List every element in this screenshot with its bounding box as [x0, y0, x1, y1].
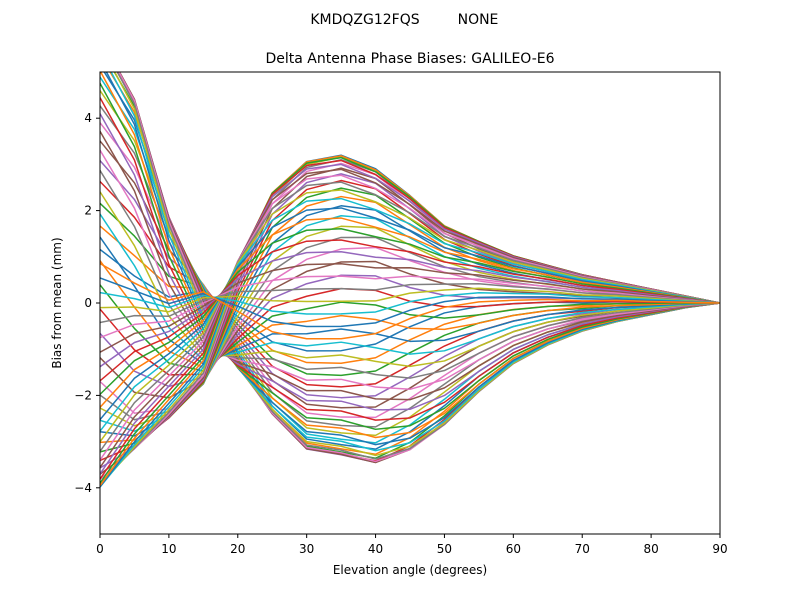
x-tick-label: 30: [299, 542, 314, 556]
x-tick-label: 80: [643, 542, 658, 556]
series-layer: [100, 72, 720, 488]
suptitle-station: KMDQZG12FQS: [310, 12, 419, 28]
series-line: [100, 97, 720, 421]
y-tick-label: −2: [74, 388, 92, 402]
series-line: [100, 250, 720, 368]
x-tick-label: 60: [506, 542, 521, 556]
series-line: [100, 239, 720, 382]
x-tick-label: 50: [437, 542, 452, 556]
series-line: [100, 189, 720, 443]
x-tick-label: 20: [230, 542, 245, 556]
y-axis-label: Bias from mean (mm): [50, 237, 64, 368]
series-line: [100, 207, 720, 421]
series-line: [100, 275, 720, 339]
series-line: [100, 287, 720, 313]
y-tick-label: 2: [84, 204, 92, 218]
x-tick-label: 70: [575, 542, 590, 556]
series-line: [100, 197, 720, 432]
series-line: [100, 228, 720, 395]
suptitle-model: NONE: [458, 12, 499, 28]
x-tick-label: 10: [161, 542, 176, 556]
series-line: [100, 262, 720, 340]
y-axis: −4 −2 0 2 4: [74, 111, 100, 495]
series-line: [100, 113, 720, 411]
series-line: [100, 282, 720, 324]
chart-title: Delta Antenna Phase Biases: GALILEO-E6: [265, 51, 554, 67]
y-tick-label: −4: [74, 481, 92, 495]
x-tick-label: 40: [368, 542, 383, 556]
x-tick-label: 90: [712, 542, 727, 556]
x-axis: 0 10 20 30 40 50 60 70 80 90: [96, 534, 728, 556]
x-axis-label: Elevation angle (degrees): [333, 563, 487, 577]
series-line: [100, 263, 720, 353]
x-tick-label: 0: [96, 542, 104, 556]
series-line: [100, 277, 720, 328]
series-line: [100, 130, 720, 401]
series-line: [100, 217, 720, 408]
y-tick-label: 0: [84, 296, 92, 310]
y-tick-label: 4: [84, 111, 92, 125]
series-line: [100, 291, 720, 315]
